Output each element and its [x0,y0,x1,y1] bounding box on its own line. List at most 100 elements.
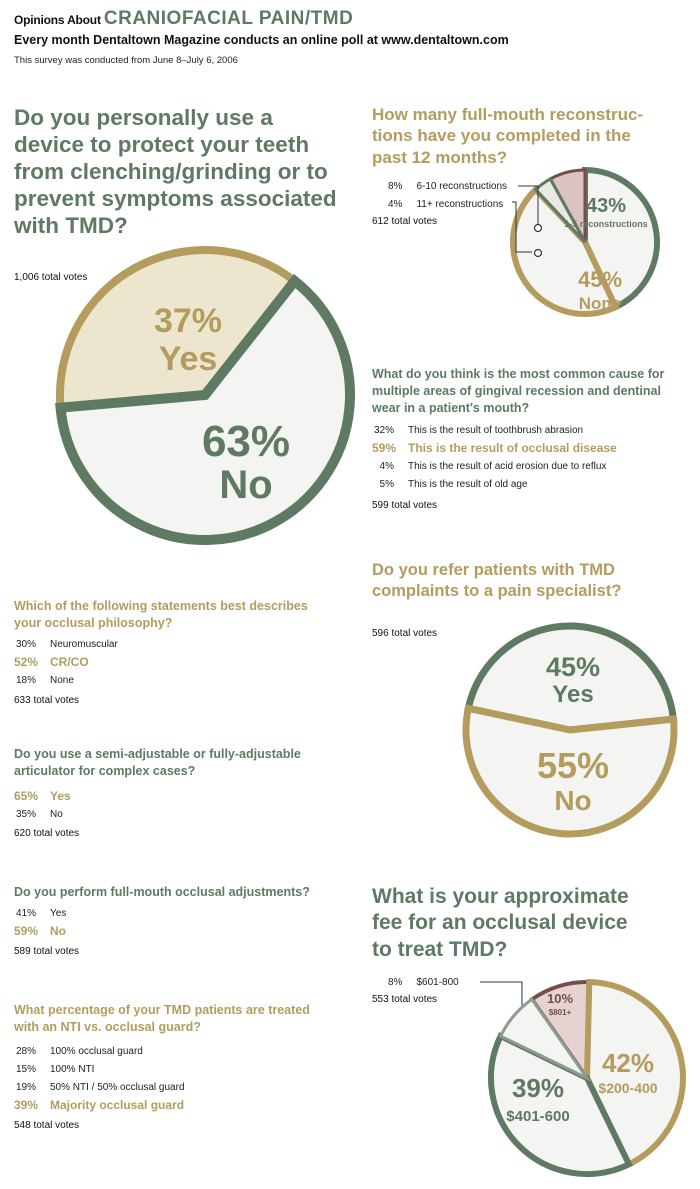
result-pct: 19% [15,1081,36,1093]
pie-slice-yes [56,246,301,412]
pie-slice-no [462,704,678,838]
poll5-total-votes: 633 total votes [14,695,80,706]
result-row: 4% This is the result of acid erosion due… [372,457,617,475]
poll6-results: 65% Yes 35% No [14,787,71,823]
header-title: Opinions About CRANIOFACIAL PAIN/TMD [14,8,353,30]
pie-slice-11plus [533,176,587,244]
callout-pct: 8% [388,976,403,988]
poll8-total-votes: 548 total votes [14,1120,80,1131]
callout-dot [533,223,543,233]
result-pct: 32% [373,424,394,436]
result-pct: 4% [379,460,394,472]
result-row: 52% CR/CO [14,653,118,671]
result-label: This is the result of occlusal disease [408,441,617,455]
pie-label-none: None [579,294,622,313]
result-label: Majority occlusal guard [50,1098,185,1112]
pie-label-no: No [219,463,272,507]
poll3-question-line: wear in a patient's mouth? [372,400,530,415]
pie-label-401-600: $401-600 [506,1108,569,1125]
callout-label: $601-800 [416,976,459,988]
poll4-question-line: complaints to a pain specialist? [372,581,622,600]
result-row: 65% Yes [14,787,71,805]
callout-pct: 8% [388,180,403,192]
poll5-results: 30% Neuromuscular 52% CR/CO 18% None [14,635,118,689]
pie-label-1-5-pct: 43% [586,195,626,217]
result-label: No [50,808,63,820]
poll1-question-line: Do you personally use a [14,105,273,130]
poll1-question-line: from clenching/grinding or to [14,159,328,184]
pie-label-no-pct: 63% [202,417,290,466]
pie-label-yes-pct: 37% [154,302,222,340]
result-pct: 59% [14,924,39,938]
result-label: CR/CO [50,655,89,669]
result-pct: 30% [15,638,36,650]
poll1-total-votes: 1,006 total votes [14,272,88,283]
poll5-question-line: Which of the following statements best d… [14,599,308,613]
result-label: Yes [50,907,67,919]
pie-label-801plus: $801+ [549,1008,572,1017]
result-pct: 35% [15,808,36,820]
poll1-question-line: prevent symptoms associated [14,186,337,211]
poll8-question: What percentage of your TMD patients are… [14,1002,310,1036]
result-row: 19% 50% NTI / 50% occlusal guard [14,1078,185,1096]
callout-label: 11+ reconstructions [416,198,504,210]
poll8-question-line: with an NTI vs. occlusal guard? [14,1019,201,1034]
result-row: 30% Neuromuscular [14,635,118,653]
result-row: 28% 100% occlusal guard [14,1042,185,1060]
result-label: This is the result of toothbrush abrasio… [408,424,584,436]
poll2-pie-chart: 43% 1-5 reconstructions 45% None [510,166,660,317]
poll1-question-line: device to protect your teeth [14,132,310,157]
poll3-results: 32% This is the result of toothbrush abra… [372,421,617,493]
pie-slice-601-800 [498,997,592,1082]
poll4-question: Do you refer patients with TMD complaint… [372,560,621,601]
poll9-question-line: to treat TMD? [372,937,508,961]
result-row: 15% 100% NTI [14,1060,185,1078]
poll4-total-votes: 596 total votes [372,628,438,639]
poll8-question-line: What percentage of your TMD patients are… [14,1003,310,1017]
poll9-pie-chart: 10% $801+ 42% $200-400 39% $401-600 [488,978,686,1177]
pie-label-200-400-pct: 42% [602,1048,654,1078]
pie-label-no: No [554,785,591,816]
result-label: Yes [50,789,71,803]
result-pct: 15% [15,1063,36,1075]
result-row: 35% No [14,805,71,823]
pie-slice-none [510,185,620,317]
pie-label-801plus-pct: 10% [547,991,573,1006]
poll6-question-line: Do you use a semi-adjustable or fully-ad… [14,747,301,761]
result-pct: 65% [14,789,39,803]
poll5-question-line: your occlusal philosophy? [14,615,173,630]
poll6-question: Do you use a semi-adjustable or fully-ad… [14,746,301,780]
pie-slice-200-400 [583,978,686,1169]
pie-slice-1-5 [582,166,660,312]
survey-date: This survey was conducted from June 8–Ju… [14,55,238,66]
pie-label-yes: Yes [552,681,593,708]
poll3-question-line: multiple areas of gingival recession and… [372,383,661,398]
result-pct: 5% [379,478,394,490]
poll3-question-line: What do you think is the most common cau… [372,367,665,381]
poll1-pie-chart: 37% Yes 63% No [55,246,355,545]
result-row: 18% None [14,671,118,689]
result-row: 5% This is the result of old age [372,475,617,493]
poll7-question: Do you perform full-mouth occlusal adjus… [14,884,310,901]
poll4-question-line: Do you refer patients with TMD [372,561,615,579]
result-label: Neuromuscular [50,638,118,650]
result-label: 100% NTI [50,1063,95,1075]
poll6-total-votes: 620 total votes [14,828,80,839]
pie-label-1-5: 1-5 reconstructions [564,219,648,229]
header-main-title: CRANIOFACIAL PAIN/TMD [103,8,354,29]
callout-label: 6-10 reconstructions [416,180,508,192]
poll3-question: What do you think is the most common cau… [372,366,664,417]
poll4-pie-chart: 45% Yes 55% No [462,622,678,838]
result-label: 50% NTI / 50% occlusal guard [50,1081,185,1093]
result-pct: 18% [15,674,36,686]
poll2-total-votes: 612 total votes [372,216,438,227]
poll6-question-line: articulator for complex cases? [14,763,196,778]
pie-label-no-pct: 55% [537,745,609,786]
header-prefix: Opinions About [14,13,101,27]
pie-label-401-600-pct: 39% [512,1073,564,1103]
poll2-callout-11plus: 4% 11+ reconstructions [388,195,503,213]
pie-label-yes-pct: 45% [546,652,600,682]
result-pct: 39% [14,1098,39,1112]
pie-label-200-400: $200-400 [598,1080,657,1096]
pie-label-none-pct: 45% [578,267,622,292]
